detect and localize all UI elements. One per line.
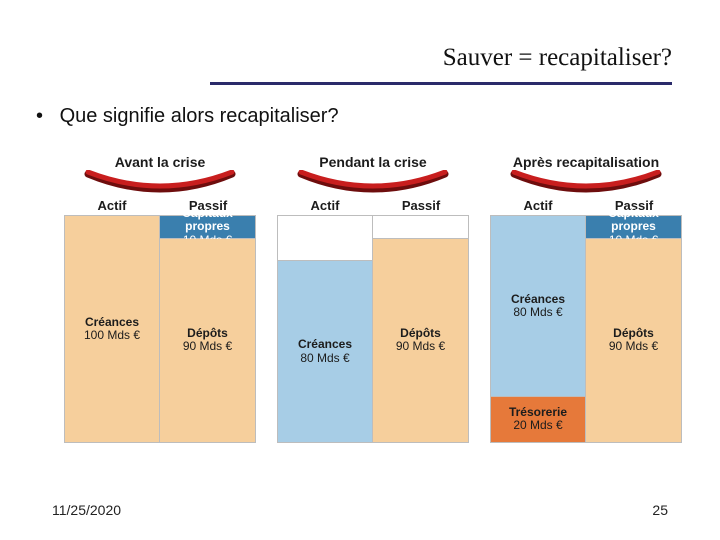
- actif-column: Créances 80 Mds € Trésorerie 20 Mds €: [491, 216, 586, 442]
- block-label: Créances: [511, 293, 565, 306]
- balance-block: Créances 80 Mds €: [491, 216, 585, 397]
- phase-arc: Pendant la crise: [293, 170, 453, 196]
- block-value: 80 Mds €: [300, 352, 349, 365]
- passif-column: Dépôts 90 Mds €: [373, 216, 468, 442]
- panels-container: Avant la crise Actif Passif Créances 100…: [64, 170, 682, 472]
- title-wrap: Sauver = recapitaliser?: [0, 0, 720, 78]
- balance-sheet: Créances 100 Mds € Capitaux propres 10 M…: [64, 215, 256, 443]
- block-value: 100 Mds €: [84, 329, 140, 342]
- actif-header: Actif: [277, 198, 373, 213]
- passif-column: Capitaux propres 10 Mds € Dépôts 90 Mds …: [586, 216, 681, 442]
- balance-panel: Après recapitalisation Actif Passif Créa…: [490, 170, 682, 472]
- column-headers: Actif Passif: [277, 198, 469, 213]
- balance-block: Dépôts 90 Mds €: [586, 239, 681, 442]
- footer-date: 11/25/2020: [52, 502, 121, 518]
- footer-page: 25: [652, 502, 668, 518]
- slide: Sauver = recapitaliser? • Que signifie a…: [0, 0, 720, 540]
- bullet-row: • Que signifie alors recapitaliser?: [0, 85, 720, 128]
- passif-header: Passif: [373, 198, 469, 213]
- bullet-text: Que signifie alors recapitaliser?: [60, 105, 339, 127]
- block-label: Capitaux propres: [586, 207, 681, 233]
- phase-arc: Avant la crise: [80, 170, 240, 196]
- balance-block: Dépôts 90 Mds €: [373, 239, 468, 442]
- balance-sheet: Créances 80 Mds € Dépôts 90 Mds €: [277, 215, 469, 443]
- actif-header: Actif: [490, 198, 586, 213]
- block-label: Capitaux propres: [160, 207, 255, 233]
- actif-column: Créances 80 Mds €: [278, 216, 373, 442]
- footer: 11/25/2020 25: [52, 502, 668, 518]
- empty-block: [373, 216, 468, 239]
- block-value: 20 Mds €: [513, 419, 562, 432]
- balance-panel: Avant la crise Actif Passif Créances 100…: [64, 170, 256, 472]
- balance-panel: Pendant la crise Actif Passif Créances 8…: [277, 170, 469, 472]
- block-value: 80 Mds €: [513, 306, 562, 319]
- actif-header: Actif: [64, 198, 160, 213]
- actif-column: Créances 100 Mds €: [65, 216, 160, 442]
- block-label: Créances: [298, 338, 352, 351]
- bullet-dot: •: [36, 105, 54, 128]
- phase-label: Avant la crise: [80, 154, 240, 170]
- balance-sheet: Créances 80 Mds € Trésorerie 20 Mds € Ca…: [490, 215, 682, 443]
- block-value: 90 Mds €: [609, 340, 658, 353]
- passif-column: Capitaux propres 10 Mds € Dépôts 90 Mds …: [160, 216, 255, 442]
- balance-block: Capitaux propres 10 Mds €: [160, 216, 255, 239]
- empty-block: [278, 216, 372, 261]
- page-title: Sauver = recapitaliser?: [443, 44, 672, 71]
- block-value: 90 Mds €: [183, 340, 232, 353]
- balance-block: Créances 80 Mds €: [278, 261, 372, 442]
- balance-block: Dépôts 90 Mds €: [160, 239, 255, 442]
- balance-block: Trésorerie 20 Mds €: [491, 397, 585, 442]
- phase-label: Après recapitalisation: [506, 154, 666, 170]
- balance-block: Créances 100 Mds €: [65, 216, 159, 442]
- phase-arc: Après recapitalisation: [506, 170, 666, 196]
- phase-label: Pendant la crise: [293, 154, 453, 170]
- balance-block: Capitaux propres 10 Mds €: [586, 216, 681, 239]
- block-value: 90 Mds €: [396, 340, 445, 353]
